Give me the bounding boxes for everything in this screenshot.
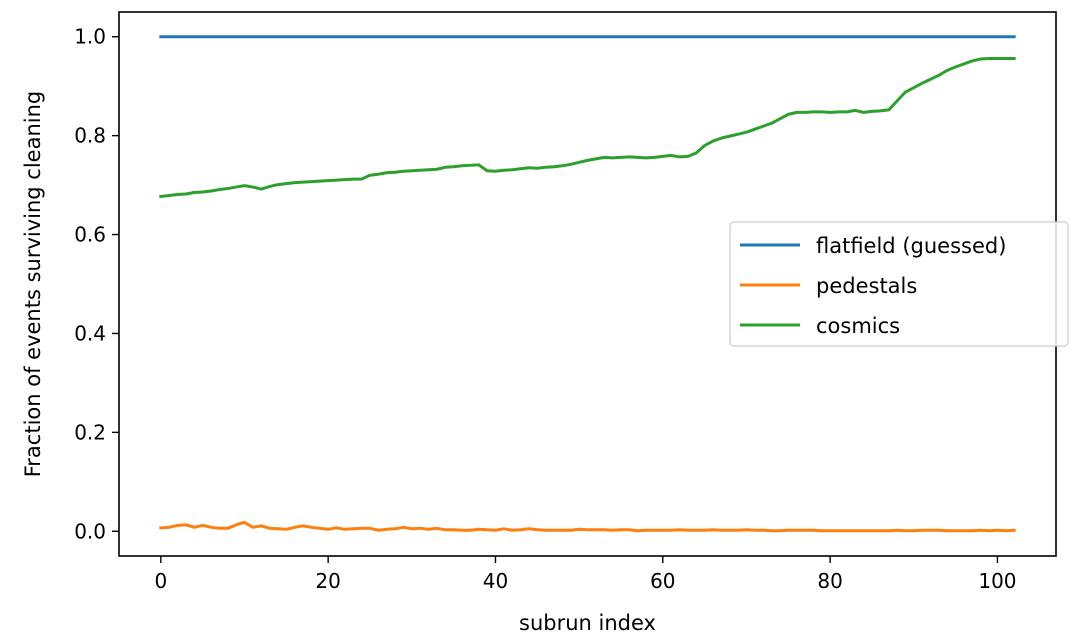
x-tick-label: 20 (315, 569, 340, 593)
series-layer (159, 35, 1016, 533)
legend-entry: flatfield (guessed) (816, 234, 1006, 258)
legend-entry: pedestals (816, 274, 917, 298)
legend-frame (729, 221, 1069, 347)
y-tick-label: 1.0 (74, 25, 106, 49)
x-axis-label: subrun index (519, 611, 656, 635)
y-tick-label: 0.2 (74, 420, 106, 444)
y-tick-label: 0.8 (74, 124, 106, 148)
legend: flatfield (guessed) pedestals cosmics (729, 221, 1069, 347)
y-axis-label: Fraction of events surviving cleaning (21, 91, 45, 478)
y-tick-label: 0.6 (74, 223, 106, 247)
legend-entry: cosmics (816, 314, 900, 338)
series-line-1 (159, 520, 1016, 533)
x-tick-label: 60 (650, 569, 675, 593)
x-tick-label: 80 (817, 569, 842, 593)
x-tick-label: 40 (483, 569, 508, 593)
ticks-layer: 0 20 40 60 80 100 0.0 0.2 0.4 0.6 0.8 1.0 (74, 25, 1016, 593)
y-tick-label: 0.4 (74, 321, 106, 345)
x-tick-label: 100 (978, 569, 1016, 593)
x-tick-label: 0 (154, 569, 167, 593)
series-line-2 (159, 56, 1016, 199)
y-tick-label: 0.0 (74, 519, 106, 543)
